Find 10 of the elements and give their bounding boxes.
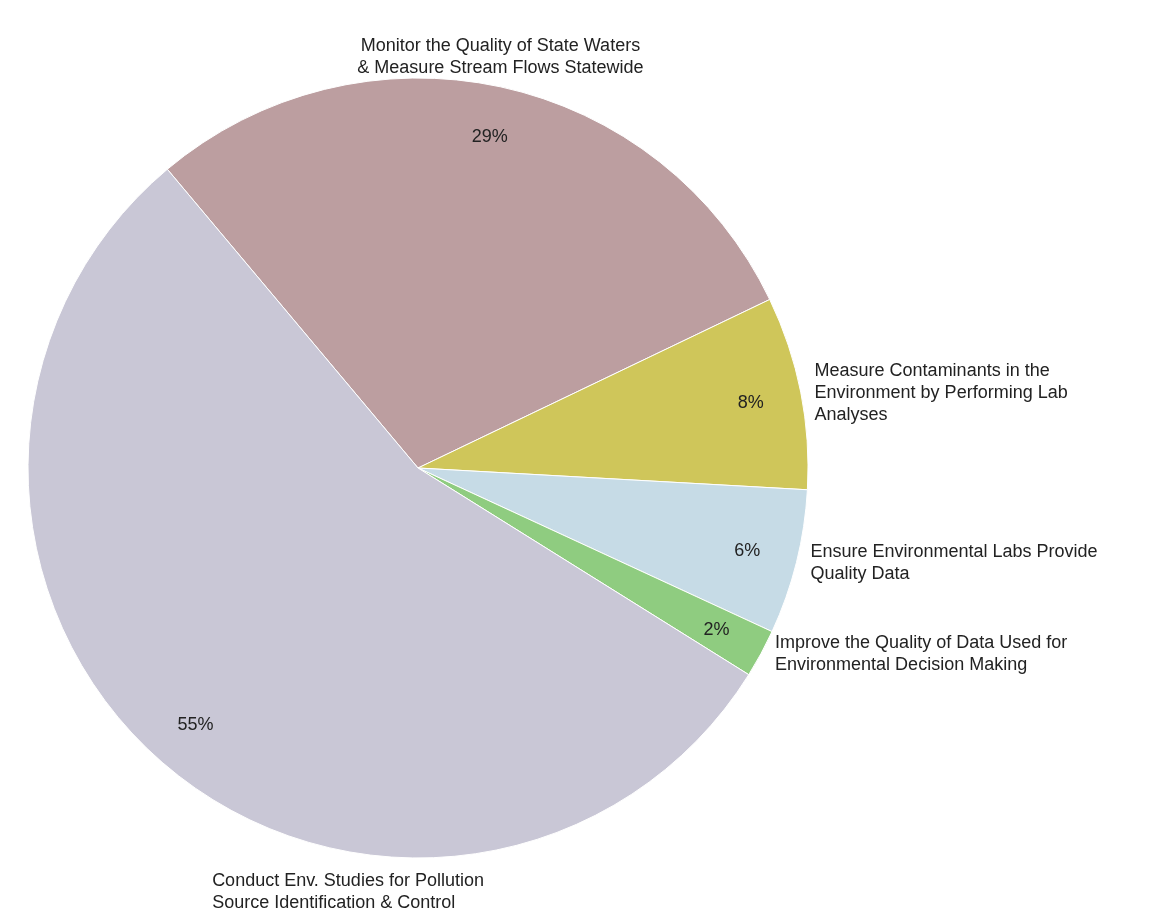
slice-label: Ensure Environmental Labs Provide Quality Data bbox=[810, 541, 1098, 584]
data-label: 29% bbox=[471, 126, 508, 147]
data-label: 8% bbox=[737, 392, 764, 413]
slice-label: Improve the Quality of Data Used for Environmental Decision Making bbox=[775, 632, 1068, 675]
data-label: 55% bbox=[177, 714, 214, 735]
slice-label: Monitor the Quality of State Waters & Measure Stream Flows Statewide bbox=[357, 34, 644, 77]
data-label: 2% bbox=[703, 619, 730, 640]
slice-label: Conduct Env. Studies for Pollution Source Identification & Control bbox=[212, 870, 484, 912]
slice-label: Measure Contaminants in the Environment by Performing Lab Analyses bbox=[814, 360, 1068, 425]
data-label: 6% bbox=[734, 540, 761, 561]
